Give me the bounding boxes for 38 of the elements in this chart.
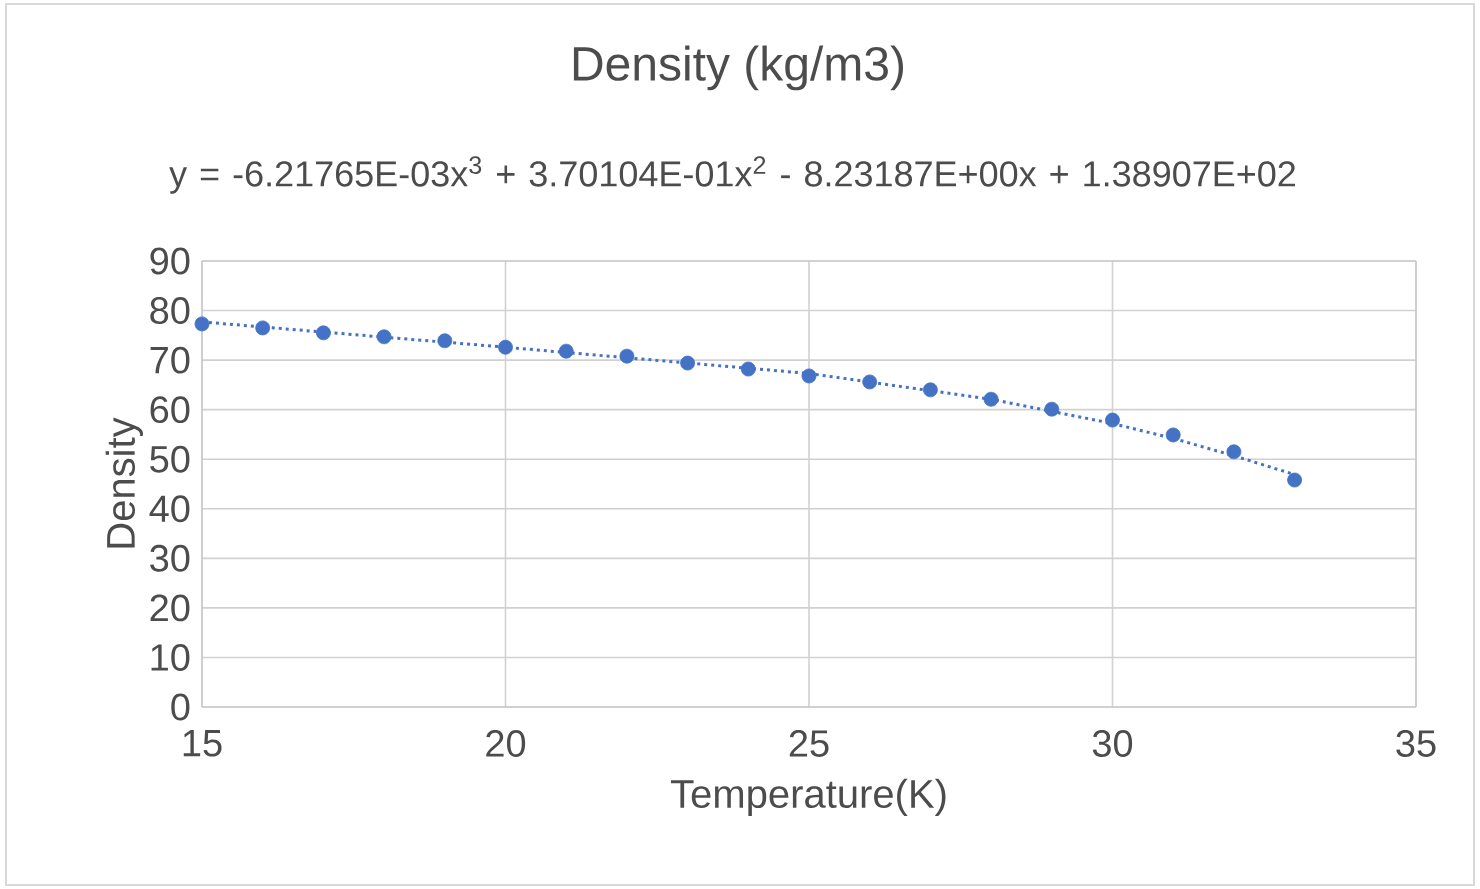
x-tick-label: 20 <box>486 730 526 757</box>
point <box>1287 472 1302 488</box>
y-tick-label: 50 <box>150 445 190 473</box>
point <box>1226 444 1242 460</box>
point <box>923 382 938 398</box>
x-tick-label: 25 <box>789 730 829 757</box>
point <box>437 333 453 349</box>
point <box>862 374 878 390</box>
x-tick-label: 15 <box>183 730 222 757</box>
point <box>619 348 635 364</box>
chart-title: Density (kg/m3) <box>573 45 903 91</box>
y-tick-label: 20 <box>150 594 190 622</box>
y-tick-label: 10 <box>151 643 190 671</box>
point <box>194 316 210 332</box>
point <box>498 339 513 355</box>
point <box>1105 412 1120 428</box>
y-tick-label: 40 <box>149 495 190 523</box>
point <box>376 329 392 345</box>
x-axis-title: Temperature(K) <box>670 778 946 816</box>
point <box>255 320 271 336</box>
point <box>983 391 999 407</box>
x-tick-label: 35 <box>1396 730 1436 757</box>
y-tick-label: 30 <box>150 544 190 572</box>
y-tick-label: 70 <box>150 346 190 374</box>
y-tick-label: 80 <box>150 297 190 325</box>
y-tick-label: 60 <box>150 396 190 424</box>
y-tick-label: 90 <box>150 247 190 275</box>
y-axis-title: Density <box>105 417 143 548</box>
point <box>1044 401 1060 417</box>
x-tick-label: 30 <box>1092 730 1133 757</box>
point <box>801 368 817 384</box>
point <box>740 361 756 377</box>
point <box>316 325 331 341</box>
y-tick-label: 0 <box>171 693 190 721</box>
point <box>680 355 695 371</box>
point <box>1165 427 1181 443</box>
point <box>558 343 574 359</box>
chart-subtitle: y = -6.21765E-03x$^{3}$ + 3.70104E-01x$^{2}$ - 8.23187E+00x + 1.38907E+02 <box>169 156 1296 194</box>
